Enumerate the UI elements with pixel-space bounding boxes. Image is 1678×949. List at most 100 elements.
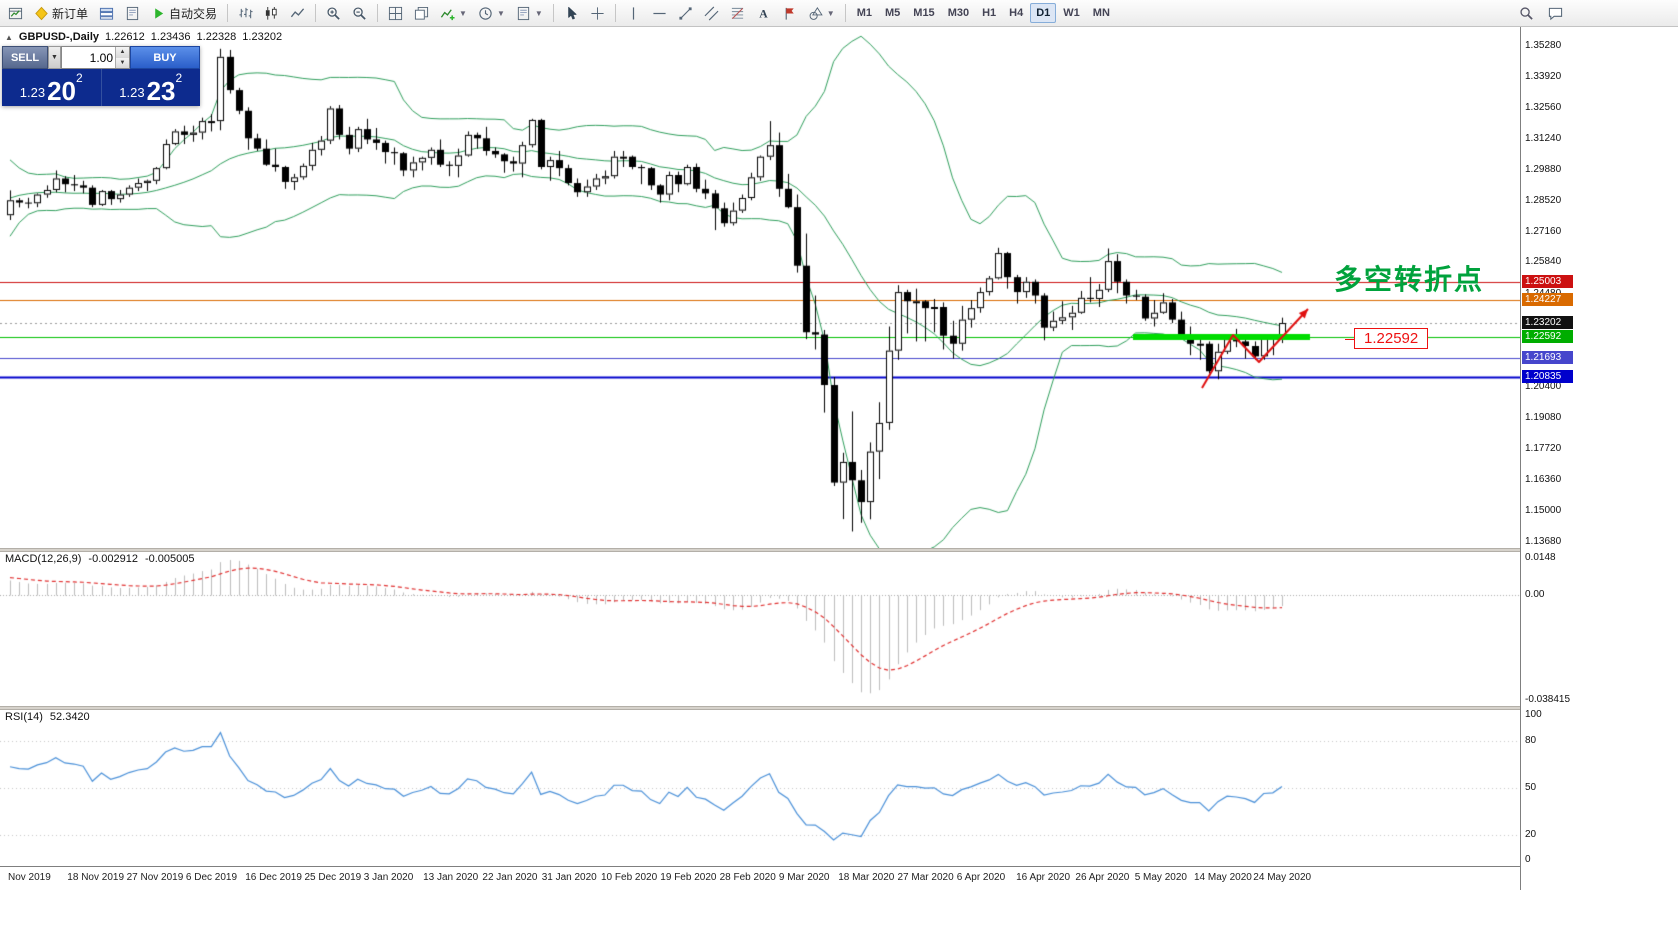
time-axis-label: 28 Feb 2020 — [719, 872, 776, 883]
price-tick: 1.32560 — [1525, 102, 1562, 114]
text-tool-icon[interactable]: A — [751, 2, 776, 24]
timeframe-w1[interactable]: W1 — [1063, 7, 1080, 19]
time-axis-label: 27 Nov 2019 — [126, 872, 184, 883]
price-badge: 1.20835 — [1522, 370, 1573, 384]
sell-price-button[interactable]: 1.23 20 2 — [2, 69, 102, 106]
volume-increase-button[interactable]: ▲ — [116, 47, 129, 58]
periods-icon[interactable]: ▼ — [473, 2, 510, 24]
line-chart-icon[interactable] — [285, 2, 310, 24]
price-badge: 1.24227 — [1522, 292, 1573, 306]
time-axis-label: 27 Mar 2020 — [897, 872, 954, 883]
timeframe-mn[interactable]: MN — [1092, 7, 1110, 19]
quote-header: ▲ GBPUSD-,Daily 1.22612 1.23436 1.22328 … — [5, 31, 282, 43]
macd-axis-tick: -0.038415 — [1525, 694, 1571, 705]
time-axis-label: 3 Jan 2020 — [363, 872, 414, 883]
time-axis-label: 31 Jan 2020 — [541, 872, 597, 883]
chart-annotation-text[interactable]: 多空转折点 — [1334, 264, 1485, 295]
price-tick: 1.15000 — [1525, 505, 1562, 517]
auto-trading-button[interactable]: 自动交易 — [146, 2, 222, 24]
new-order-button[interactable]: 新订单 — [29, 2, 93, 24]
cursor-icon[interactable] — [559, 2, 584, 24]
price-tick: 1.27160 — [1525, 226, 1562, 238]
timeframe-m15[interactable]: M15 — [913, 7, 935, 19]
price-badge: 1.23202 — [1522, 316, 1573, 330]
price-tick: 1.33920 — [1525, 71, 1562, 83]
time-axis-label: 6 Apr 2020 — [956, 872, 1006, 883]
support-price-label[interactable]: 1.22592 — [1344, 328, 1429, 349]
shapes-tool-icon[interactable]: ▼ — [803, 2, 840, 24]
rsi-axis-tick: 0 — [1525, 854, 1531, 865]
arrows-tool-icon[interactable] — [777, 2, 802, 24]
toolbar: 新订单 自动交易 ▼ ▼ ▼ A ▼ M1 M5 M15 M30 H1 H4 D1 W1 MN — [0, 0, 1678, 27]
time-axis-label: 14 May 2020 — [1194, 872, 1252, 883]
vertical-line-icon[interactable] — [621, 2, 646, 24]
price-scale[interactable]: 1.35280 1.33920 1.32560 1.31240 1.29880 1.285… — [1520, 27, 1574, 890]
symbol-arrow-icon: ▲ — [5, 32, 13, 42]
timeframe-d1[interactable]: D1 — [1030, 3, 1057, 23]
search-icon[interactable] — [1514, 2, 1539, 24]
zoom-out-icon[interactable] — [347, 2, 372, 24]
rsi-panel-canvas[interactable] — [0, 710, 1520, 866]
toolbar-separator — [844, 4, 846, 22]
time-axis-label: 13 Jan 2020 — [423, 872, 479, 883]
templates-icon[interactable]: ▼ — [511, 2, 548, 24]
macd-indicator-label: MACD(12,26,9) -0.002912 -0.005005 — [5, 553, 195, 565]
trendline-icon[interactable] — [673, 2, 698, 24]
timeframe-m30[interactable]: M30 — [947, 7, 970, 19]
indicators-icon[interactable]: ▼ — [435, 2, 472, 24]
timeframe-h4[interactable]: H4 — [1009, 7, 1024, 19]
timeframe-m1[interactable]: M1 — [856, 7, 872, 19]
price-tick: 1.19080 — [1525, 411, 1562, 423]
price-badge: 1.21693 — [1522, 350, 1573, 364]
profiles-icon[interactable] — [94, 2, 119, 24]
main-chart-canvas[interactable] — [0, 27, 1520, 548]
data-window-icon[interactable] — [120, 2, 145, 24]
price-tick: 1.17720 — [1525, 442, 1562, 454]
macd-axis-tick: 0.00 — [1525, 588, 1545, 600]
toolbar-separator — [614, 4, 616, 22]
rsi-axis-tick: 20 — [1525, 828, 1537, 840]
rsi-panel-splitter[interactable] — [0, 706, 1574, 710]
time-axis-label: 10 Feb 2020 — [601, 872, 658, 883]
sell-button[interactable]: SELL — [2, 46, 48, 69]
community-chat-icon[interactable] — [1543, 2, 1568, 24]
rsi-axis-tick: 80 — [1525, 735, 1537, 747]
toolbar-separator — [315, 4, 317, 22]
rsi-indicator-label: RSI(14) 52.3420 — [5, 711, 90, 723]
timeframe-m5[interactable]: M5 — [885, 7, 901, 19]
time-axis-label: 6 Dec 2019 — [185, 872, 238, 883]
toolbar-separator — [227, 4, 229, 22]
quote-high: 1.23436 — [150, 31, 191, 43]
quote-open: 1.22612 — [105, 31, 145, 43]
cascade-windows-icon[interactable] — [409, 2, 434, 24]
timeframe-h1[interactable]: H1 — [982, 7, 997, 19]
price-tick: 1.20400 — [1525, 381, 1562, 393]
time-axis[interactable]: Nov 2019 18 Nov 2019 27 Nov 2019 6 Dec 2019… — [0, 866, 1520, 890]
time-axis-label: 9 Mar 2020 — [778, 872, 830, 883]
buy-price-button[interactable]: 1.23 23 2 — [119, 71, 183, 106]
symbol-label: GBPUSD-,Daily — [18, 31, 99, 43]
price-tick: 1.25840 — [1525, 256, 1562, 268]
quote-low: 1.22328 — [196, 31, 237, 43]
price-tick: 1.29880 — [1525, 163, 1562, 175]
crosshair-icon[interactable] — [585, 2, 610, 24]
quote-close: 1.23202 — [242, 31, 283, 43]
time-axis-label: 18 Nov 2019 — [67, 872, 125, 883]
volume-decrease-button[interactable]: ▼ — [116, 57, 129, 68]
zoom-in-icon[interactable] — [321, 2, 346, 24]
candlestick-chart-icon[interactable] — [259, 2, 284, 24]
bar-chart-icon[interactable] — [233, 2, 258, 24]
macd-panel-splitter[interactable] — [0, 548, 1574, 552]
price-tick: 1.35280 — [1525, 39, 1562, 51]
time-axis-label: Nov 2019 — [8, 872, 51, 883]
new-chart-icon[interactable] — [3, 2, 28, 24]
volume-input[interactable] — [62, 47, 115, 68]
horizontal-line-icon[interactable] — [647, 2, 672, 24]
sell-options-caret[interactable]: ▼ — [48, 46, 61, 69]
channel-icon[interactable] — [699, 2, 724, 24]
buy-button[interactable]: BUY — [130, 46, 200, 69]
macd-panel-canvas[interactable] — [0, 552, 1520, 706]
fibonacci-icon[interactable] — [725, 2, 750, 24]
price-tick: 1.28520 — [1525, 194, 1562, 206]
tile-windows-icon[interactable] — [383, 2, 408, 24]
